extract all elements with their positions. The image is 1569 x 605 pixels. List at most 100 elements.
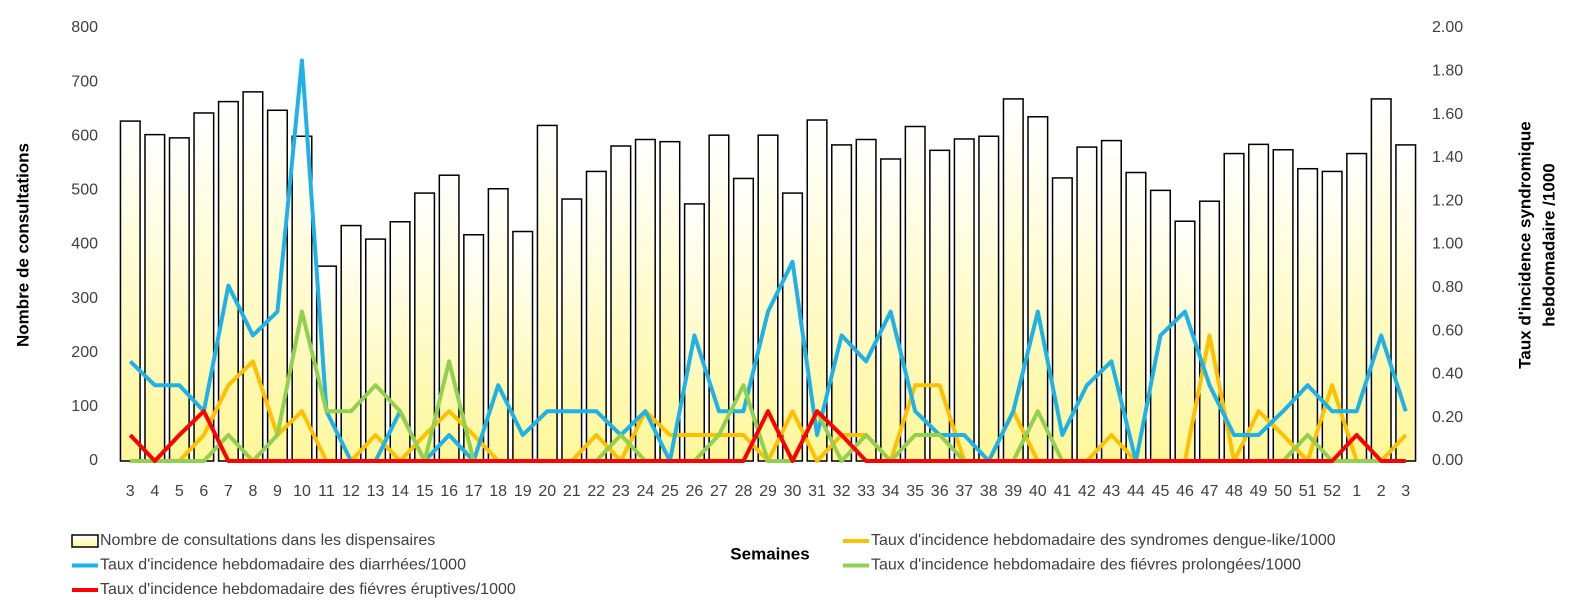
legend-label: Taux d'incidence hebdomadaire des diarrh… bbox=[100, 557, 466, 574]
bar bbox=[953, 138, 975, 462]
x-tick-label: 26 bbox=[686, 483, 704, 500]
x-tick-label: 25 bbox=[661, 483, 679, 500]
bar bbox=[1395, 144, 1417, 462]
y2-tick-label: 1.20 bbox=[1432, 192, 1463, 209]
x-tick-label: 41 bbox=[1053, 483, 1071, 500]
y2-tick-label: 1.80 bbox=[1432, 63, 1463, 80]
x-tick-label: 39 bbox=[1004, 483, 1022, 500]
y-tick-label: 100 bbox=[71, 398, 98, 415]
x-tick-label: 42 bbox=[1078, 483, 1096, 500]
x-tick-label: 34 bbox=[882, 483, 900, 500]
y-tick-label: 300 bbox=[71, 290, 98, 307]
bar bbox=[683, 203, 705, 462]
bar bbox=[929, 149, 951, 462]
bar bbox=[1321, 170, 1343, 462]
legend-label: Taux d'incidence hebdomadaire des fiévre… bbox=[871, 557, 1301, 574]
x-tick-label: 5 bbox=[175, 483, 184, 500]
x-tick-label: 46 bbox=[1176, 483, 1194, 500]
x-tick-label: 49 bbox=[1250, 483, 1268, 500]
line bbox=[128, 409, 1406, 463]
bar bbox=[168, 137, 190, 462]
x-tick-label: 10 bbox=[293, 483, 311, 500]
x-tick-label: 33 bbox=[857, 483, 875, 500]
x-tick-label: 19 bbox=[514, 483, 532, 500]
y2-axis-title: hebdomadaire /1000 bbox=[1539, 163, 1558, 326]
x-axis-title: Semaines bbox=[730, 544, 809, 563]
bar bbox=[340, 224, 362, 462]
bar bbox=[487, 188, 509, 462]
x-tick-label: 27 bbox=[710, 483, 728, 500]
bar bbox=[414, 192, 436, 462]
x-tick-label: 52 bbox=[1323, 483, 1341, 500]
y-tick-label: 600 bbox=[71, 127, 98, 144]
y2-tick-label: 0.60 bbox=[1432, 322, 1463, 339]
line bbox=[128, 58, 1408, 463]
bar bbox=[1198, 200, 1221, 462]
bar bbox=[119, 120, 141, 462]
x-tick-label: 40 bbox=[1029, 483, 1047, 500]
bar bbox=[1346, 152, 1368, 462]
x-tick-label: 28 bbox=[735, 483, 753, 500]
x-tick-label: 30 bbox=[784, 483, 802, 500]
x-tick-label: 47 bbox=[1201, 483, 1219, 500]
x-tick-label: 3 bbox=[1401, 483, 1410, 500]
bar bbox=[1076, 146, 1098, 462]
bar bbox=[659, 140, 681, 462]
y2-tick-label: 0.00 bbox=[1432, 452, 1463, 469]
x-tick-label: 6 bbox=[199, 483, 208, 500]
bar bbox=[1370, 98, 1392, 462]
x-tick-label: 13 bbox=[367, 483, 385, 500]
legend-label: Nombre de consultations dans les dispens… bbox=[100, 532, 435, 549]
x-tick-label: 9 bbox=[273, 483, 282, 500]
bar bbox=[364, 238, 387, 462]
x-tick-label: 36 bbox=[931, 483, 949, 500]
bar bbox=[242, 91, 264, 462]
y2-axis-title: Taux d'incidence syndromique bbox=[1515, 121, 1534, 368]
x-tick-label: 14 bbox=[391, 483, 409, 500]
legend-swatch bbox=[71, 534, 99, 548]
x-tick-label: 15 bbox=[416, 483, 434, 500]
x-tick-label: 50 bbox=[1274, 483, 1292, 500]
x-tick-label: 24 bbox=[636, 483, 654, 500]
y2-tick-label: 1.40 bbox=[1432, 149, 1463, 166]
x-tick-label: 43 bbox=[1102, 483, 1120, 500]
bar bbox=[1272, 149, 1294, 462]
y2-tick-label: 0.40 bbox=[1432, 366, 1463, 383]
y2-tick-label: 0.80 bbox=[1432, 279, 1463, 296]
bar bbox=[610, 145, 632, 462]
x-tick-label: 1 bbox=[1352, 483, 1361, 500]
x-tick-label: 37 bbox=[955, 483, 973, 500]
x-tick-label: 16 bbox=[440, 483, 458, 500]
x-tick-label: 4 bbox=[150, 483, 159, 500]
legend-label: Taux d'incidence hebdomadaire des syndro… bbox=[871, 532, 1336, 549]
bar bbox=[978, 135, 1000, 462]
y-tick-label: 200 bbox=[71, 344, 98, 361]
x-tick-label: 44 bbox=[1127, 483, 1145, 500]
bar bbox=[732, 177, 755, 462]
x-tick-label: 2 bbox=[1377, 483, 1386, 500]
x-tick-label: 48 bbox=[1225, 483, 1243, 500]
x-tick-label: 51 bbox=[1299, 483, 1317, 500]
x-tick-label: 23 bbox=[612, 483, 630, 500]
x-tick-label: 12 bbox=[342, 483, 360, 500]
x-tick-label: 17 bbox=[465, 483, 483, 500]
x-tick-label: 38 bbox=[980, 483, 998, 500]
x-tick-label: 31 bbox=[808, 483, 826, 500]
y-tick-label: 500 bbox=[71, 182, 98, 199]
y2-tick-label: 1.00 bbox=[1432, 236, 1463, 253]
x-tick-label: 21 bbox=[563, 483, 581, 500]
x-tick-label: 32 bbox=[833, 483, 851, 500]
bar bbox=[561, 198, 583, 462]
x-tick-label: 11 bbox=[318, 483, 335, 500]
x-tick-label: 18 bbox=[489, 483, 507, 500]
x-tick-label: 3 bbox=[126, 483, 135, 500]
y2-tick-label: 0.20 bbox=[1432, 409, 1463, 426]
x-tick-label: 7 bbox=[224, 483, 233, 500]
x-tick-label: 29 bbox=[759, 483, 777, 500]
y-tick-label: 700 bbox=[71, 73, 98, 90]
y2-tick-label: 1.60 bbox=[1432, 106, 1463, 123]
x-tick-label: 35 bbox=[906, 483, 924, 500]
bar bbox=[831, 144, 853, 462]
bar bbox=[1223, 152, 1245, 462]
